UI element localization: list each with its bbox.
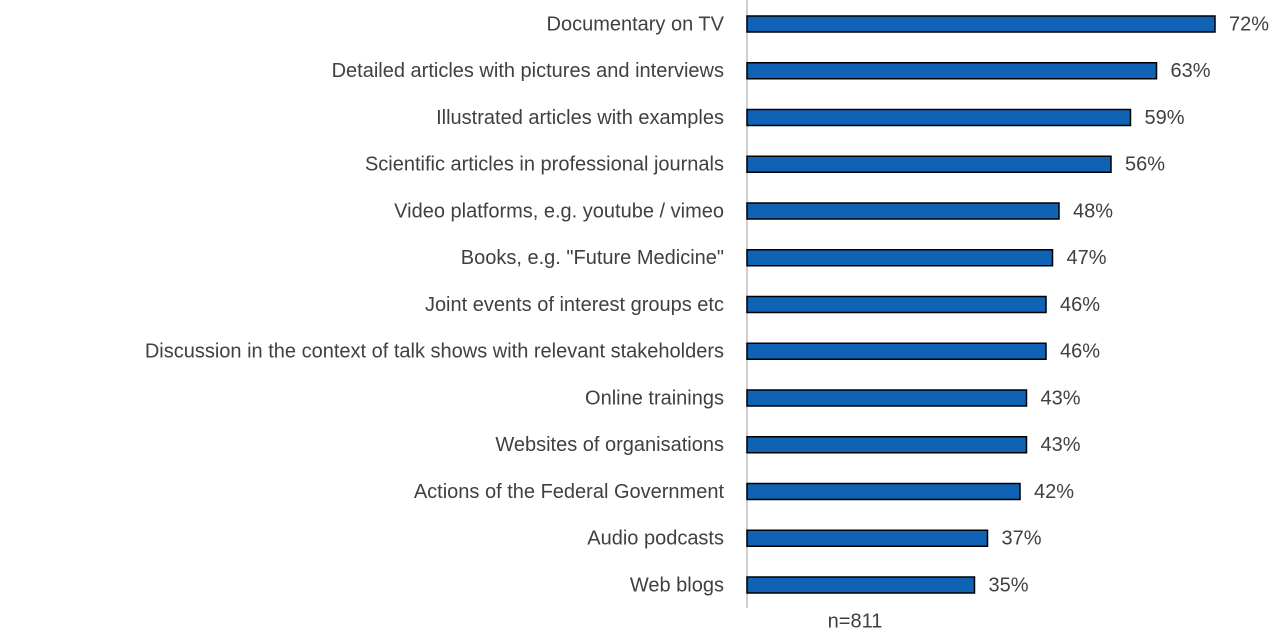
value-label: 37%: [1002, 528, 1042, 550]
category-label: Scientific articles in professional jour…: [365, 154, 724, 176]
value-label: 56%: [1125, 154, 1165, 176]
bar: [746, 249, 1054, 267]
category-label: Audio podcasts: [587, 528, 724, 550]
value-label: 47%: [1067, 247, 1107, 269]
value-label: 46%: [1060, 294, 1100, 316]
bar: [746, 482, 1021, 501]
value-label: 48%: [1073, 200, 1113, 222]
value-label: 43%: [1041, 434, 1081, 456]
category-label: Websites of organisations: [495, 434, 724, 456]
bar: [746, 389, 1028, 407]
value-label: 42%: [1034, 481, 1074, 503]
category-label: Joint events of interest groups etc: [425, 294, 724, 316]
category-label: Online trainings: [585, 387, 724, 409]
category-label: Illustrated articles with examples: [436, 107, 724, 129]
category-label: Documentary on TV: [547, 13, 725, 35]
bar: [746, 342, 1047, 360]
bar: [746, 576, 976, 594]
category-label: Books, e.g. "Future Medicine": [461, 247, 724, 269]
value-label: 35%: [989, 574, 1029, 596]
value-label: 46%: [1060, 341, 1100, 363]
bar: [746, 202, 1060, 220]
sample-size: n=811: [828, 610, 883, 632]
bar: [746, 62, 1158, 80]
bar: [746, 295, 1047, 314]
category-label: Actions of the Federal Government: [414, 481, 725, 503]
category-label: Detailed articles with pictures and inte…: [332, 60, 724, 82]
category-label: Video platforms, e.g. youtube / vimeo: [394, 200, 724, 222]
value-label: 63%: [1171, 60, 1211, 82]
category-label: Web blogs: [630, 574, 724, 596]
value-label: 59%: [1145, 107, 1185, 129]
value-label: 43%: [1041, 387, 1081, 409]
bar: [746, 108, 1132, 127]
bar: [746, 529, 989, 547]
category-label: Discussion in the context of talk shows …: [145, 341, 724, 363]
bar: [746, 155, 1112, 173]
value-label: 72%: [1229, 13, 1269, 35]
bar: [746, 436, 1028, 454]
bar: [746, 15, 1216, 33]
